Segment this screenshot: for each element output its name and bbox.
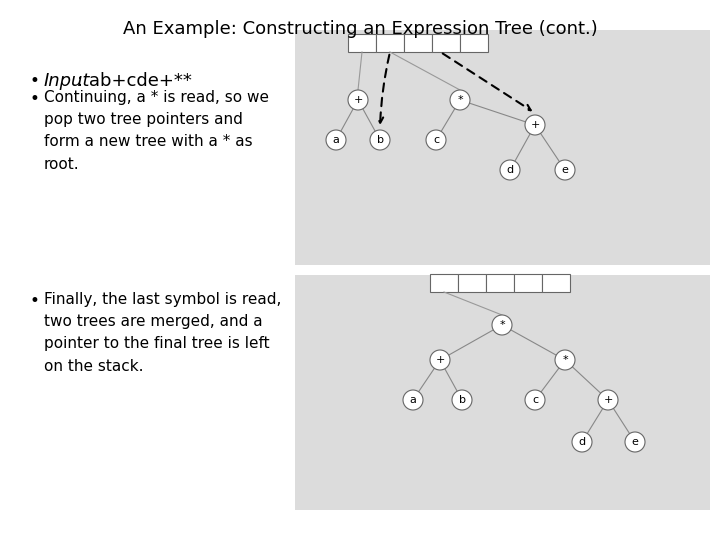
Circle shape xyxy=(370,130,390,150)
Text: a: a xyxy=(410,395,416,405)
Circle shape xyxy=(555,160,575,180)
Text: Continuing, a * is read, so we
pop two tree pointers and
form a new tree with a : Continuing, a * is read, so we pop two t… xyxy=(44,90,269,172)
Circle shape xyxy=(452,390,472,410)
Circle shape xyxy=(403,390,423,410)
Text: •: • xyxy=(30,72,40,90)
Circle shape xyxy=(450,90,470,110)
Bar xyxy=(514,274,542,292)
Text: +: + xyxy=(603,395,613,405)
Circle shape xyxy=(348,90,368,110)
Bar xyxy=(486,274,514,292)
Text: *: * xyxy=(457,95,463,105)
Bar xyxy=(295,30,710,265)
Text: Finally, the last symbol is read,
two trees are merged, and a
pointer to the fin: Finally, the last symbol is read, two tr… xyxy=(44,292,282,374)
Text: •: • xyxy=(30,292,40,310)
Text: •: • xyxy=(30,90,40,108)
Bar xyxy=(295,275,710,510)
Text: b: b xyxy=(377,135,384,145)
Text: +: + xyxy=(354,95,363,105)
Text: Input: Input xyxy=(44,72,91,90)
Text: a: a xyxy=(333,135,339,145)
Bar xyxy=(458,274,486,292)
Circle shape xyxy=(598,390,618,410)
Bar xyxy=(542,274,570,292)
Circle shape xyxy=(525,390,545,410)
Text: *: * xyxy=(499,320,505,330)
Text: e: e xyxy=(631,437,639,447)
Text: +: + xyxy=(531,120,540,130)
Text: d: d xyxy=(506,165,513,175)
Text: : ab+cde+**: : ab+cde+** xyxy=(77,72,192,90)
Bar xyxy=(376,34,404,52)
Text: d: d xyxy=(578,437,585,447)
Bar xyxy=(348,34,376,52)
Circle shape xyxy=(500,160,520,180)
Bar xyxy=(432,34,460,52)
Text: c: c xyxy=(433,135,439,145)
Text: c: c xyxy=(532,395,538,405)
Circle shape xyxy=(430,350,450,370)
Circle shape xyxy=(572,432,592,452)
Text: +: + xyxy=(436,355,445,365)
Circle shape xyxy=(525,115,545,135)
Bar xyxy=(430,274,458,292)
Bar xyxy=(460,34,488,52)
Text: An Example: Constructing an Expression Tree (cont.): An Example: Constructing an Expression T… xyxy=(122,20,598,38)
Circle shape xyxy=(625,432,645,452)
Circle shape xyxy=(492,315,512,335)
Text: b: b xyxy=(459,395,466,405)
Text: e: e xyxy=(562,165,568,175)
Circle shape xyxy=(426,130,446,150)
Circle shape xyxy=(326,130,346,150)
Bar xyxy=(404,34,432,52)
Text: *: * xyxy=(562,355,568,365)
Circle shape xyxy=(555,350,575,370)
